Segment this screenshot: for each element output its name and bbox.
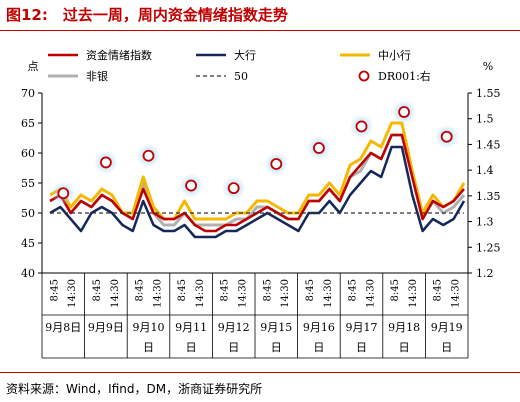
x-day-label: 9月18: [388, 321, 420, 334]
x-day-label: 9月17: [346, 321, 378, 334]
x-time-label: 8:45: [305, 279, 316, 301]
x-time-label: 14:30: [238, 279, 249, 308]
legend-label: 大行: [234, 48, 256, 62]
right-tick-label: 1.35: [476, 190, 501, 203]
x-day-label: 9月16: [303, 321, 335, 334]
x-time-label: 8:45: [347, 279, 358, 301]
x-day-label-suffix: 日: [186, 341, 197, 354]
x-day-label-suffix: 日: [228, 341, 239, 354]
x-day-label-suffix: 日: [313, 341, 324, 354]
x-time-label: 14:30: [152, 279, 163, 308]
dr001-marker: [398, 106, 411, 118]
dr001-marker: [312, 142, 325, 154]
x-day-label-suffix: 日: [143, 341, 154, 354]
x-time-label: 14:30: [195, 279, 206, 308]
legend-label: 非银: [86, 69, 108, 83]
dr001-marker: [227, 182, 240, 195]
right-tick-label: 1.55: [476, 87, 501, 100]
legend-label: 50: [234, 70, 248, 83]
dr001-marker: [100, 156, 112, 169]
dr001-marker: [142, 149, 155, 162]
dr001-marker: [185, 179, 198, 192]
x-time-label: 8:45: [177, 279, 188, 301]
x-day-label-suffix: 日: [399, 341, 410, 354]
x-time-label: 8:45: [433, 279, 444, 301]
left-tick-label: 45: [21, 237, 35, 250]
legend-swatch-dr001: [358, 70, 370, 82]
legend-label: 资金情绪指数: [86, 48, 152, 62]
left-tick-label: 40: [21, 267, 35, 280]
dr001-marker: [270, 158, 283, 170]
x-time-label: 14:30: [365, 279, 376, 308]
x-time-label: 14:30: [280, 279, 291, 308]
x-day-label: 9月8日: [45, 321, 81, 334]
right-tick-label: 1.3: [476, 216, 494, 229]
x-day-label: 9月10: [133, 321, 165, 334]
right-tick-label: 1.2: [476, 267, 494, 280]
right-tick-label: 1.5: [476, 113, 494, 126]
x-day-label-suffix: 日: [271, 341, 282, 354]
legend-label: DR001:右: [378, 69, 431, 83]
right-tick-label: 1.4: [476, 164, 494, 177]
x-day-label: 9月15: [260, 321, 292, 334]
x-time-label: 8:45: [134, 279, 145, 301]
x-time-label: 8:45: [390, 279, 401, 301]
x-day-label-suffix: 日: [356, 341, 367, 354]
figure-title: 图12: 过去一周，周内资金情绪指数走势: [6, 6, 288, 24]
x-time-label: 14:30: [323, 279, 334, 308]
x-day-label: 9月12: [218, 321, 250, 334]
series-line-mid-small-bank: [49, 121, 466, 221]
x-time-label: 14:30: [408, 279, 419, 308]
right-tick-label: 1.45: [476, 138, 501, 151]
left-tick-label: 65: [21, 117, 35, 130]
x-day-label: 9月19: [431, 321, 463, 334]
x-time-label: 14:30: [67, 279, 78, 308]
bottom-rule: [0, 372, 520, 373]
x-time-label: 8:45: [92, 279, 103, 301]
x-day-label-suffix: 日: [441, 341, 452, 354]
series-line-big-bank: [49, 145, 466, 239]
x-time-label: 8:45: [49, 279, 60, 301]
dr001-marker: [440, 130, 453, 143]
left-tick-label: 50: [21, 207, 35, 220]
right-tick-label: 1.25: [476, 241, 501, 254]
dr001-marker: [57, 187, 70, 200]
left-tick-label: 70: [21, 87, 35, 100]
left-tick-label: 60: [21, 147, 35, 160]
right-axis-unit: %: [483, 60, 493, 73]
source-note: 资料来源：Wind，Ifind，DM，浙商证券研究所: [6, 382, 263, 396]
x-day-label: 9月9日: [88, 321, 124, 334]
left-axis-unit: 点: [28, 60, 39, 73]
x-time-label: 8:45: [220, 279, 231, 301]
x-time-label: 14:30: [451, 279, 462, 308]
x-time-label: 8:45: [262, 279, 273, 301]
legend-label: 中小行: [378, 49, 411, 62]
title-rule: [0, 30, 520, 31]
dr001-marker: [355, 120, 368, 133]
left-tick-label: 55: [21, 177, 35, 190]
x-time-label: 14:30: [110, 279, 121, 308]
x-day-label: 9月11: [175, 321, 207, 334]
